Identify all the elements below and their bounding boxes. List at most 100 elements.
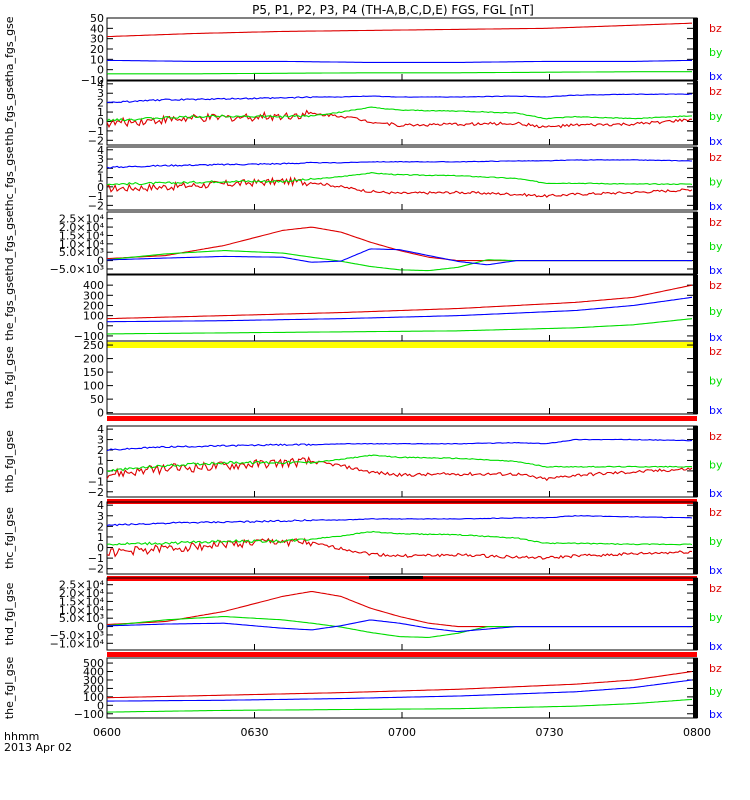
y-tick-label: −5.0×10³ [50,629,104,642]
y-tick-label: 1.5×10⁴ [59,595,105,608]
y-axis-label: thb_fgs_gse [3,80,16,146]
legend-bz: bz [709,279,722,292]
y-tick-label: 3 [97,153,104,166]
series-line-bz [106,537,693,560]
y-tick-label: 2 [97,520,104,533]
footer-date-label: 2013 Apr 02 [4,741,72,754]
x-tick-label: 0700 [388,726,416,739]
y-tick-label: 150 [83,366,104,379]
y-tick-label: 400 [83,666,104,679]
legend-bz: bz [709,151,722,164]
series-line-bx [107,296,693,323]
y-tick-label: 4 [97,499,104,512]
legend-bx: bx [709,404,723,417]
y-tick-label: −100 [74,330,104,343]
series-line-bz [106,22,692,38]
y-tick-label: 5.0×10³ [59,246,104,259]
y-axis-label: thc_fgs_gse [3,146,16,211]
legend-bx: bx [709,264,723,277]
y-tick-label: 3 [97,87,104,100]
y-tick-label: 50 [90,12,104,25]
legend-by: by [709,110,723,123]
y-tick-label: −100 [74,708,104,721]
y-tick-label: 2 [97,162,104,175]
y-tick-label: 2.0×10⁴ [59,587,105,600]
panel-frame [106,501,698,575]
y-tick-label: 40 [90,22,104,35]
x-tick-label: 0630 [241,726,269,739]
y-tick-label: −2 [88,486,104,499]
legend-by: by [709,240,723,253]
y-tick-label: 100 [83,691,104,704]
legend-by: by [709,305,723,318]
plot-title: P5, P1, P2, P3, P4 (TH-A,B,C,D,E) FGS, F… [252,3,534,17]
panel-frame [106,80,698,146]
y-tick-label: 1 [97,106,104,119]
series-line-bx [106,159,693,169]
panel-edge-bar [693,341,698,414]
series-line-bz [106,226,692,262]
y-tick-label: 0 [97,181,104,194]
y-tick-label: −1 [88,125,104,138]
y-tick-label: 250 [83,339,104,352]
series-line-bz [106,175,693,198]
y-tick-label: 0 [97,255,104,268]
y-tick-label: 1 [97,172,104,185]
y-tick-label: −1 [88,475,104,488]
y-tick-label: 3 [97,510,104,523]
y-tick-label: 0 [97,699,104,712]
y-tick-label: 200 [83,682,104,695]
series-line-bx [107,679,693,702]
panel-frame [106,146,698,211]
series-line-by [107,698,693,713]
y-axis-label: the_fgl_gse [3,657,16,720]
legend-bx: bx [709,708,723,721]
y-tick-label: 1 [97,454,104,467]
series-line-bx [106,619,692,633]
y-tick-label: 4 [97,144,104,157]
y-tick-label: 1.0×10⁴ [59,604,105,617]
y-tick-label: −2 [88,134,104,147]
x-tick-label: 0800 [683,726,711,739]
y-tick-label: 2 [97,444,104,457]
series-line-bx [107,248,692,266]
y-axis-label: tha_fgl_gse [3,346,16,409]
legend-bz: bz [709,662,722,675]
y-tick-label: 0 [97,542,104,555]
y-tick-label: 10 [90,53,104,66]
series-line-bx [106,438,693,452]
y-tick-label: 0 [97,320,104,333]
y-tick-label: 2.5×10⁴ [59,579,105,592]
legend-bx: bx [709,135,723,148]
y-tick-label: −1.0×10⁴ [50,637,105,650]
y-tick-label: 1.5×10⁴ [59,229,105,242]
series-line-by [106,106,693,122]
y-axis-label: thd_fgs_gse [3,210,16,276]
series-line-bz [106,109,693,129]
legend-by: by [709,176,723,189]
y-tick-label: 200 [83,353,104,366]
panel-frame [106,340,698,415]
y-tick-label: 400 [83,279,104,292]
panel-frame [106,17,698,81]
y-tick-label: 1.0×10⁴ [59,238,105,251]
panel-edge-bar [693,147,698,210]
panel-frame [106,425,698,498]
series-line-by [106,530,693,546]
y-tick-label: 2.5×10⁴ [59,213,105,226]
y-tick-label: 3 [97,434,104,447]
y-tick-label: 1 [97,531,104,544]
y-tick-label: 0 [97,465,104,478]
panel-edge-bar [693,578,698,650]
series-line-bz [106,284,693,320]
quality-flag-bar [107,416,697,421]
y-tick-label: 100 [83,310,104,323]
panel-edge-bar [693,502,698,574]
